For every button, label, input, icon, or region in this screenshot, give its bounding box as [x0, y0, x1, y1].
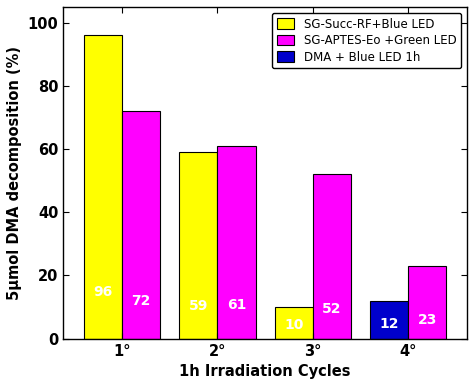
- Text: 96: 96: [93, 285, 113, 299]
- Bar: [313, 174, 351, 339]
- Bar: [218, 146, 255, 339]
- Bar: [274, 307, 313, 339]
- Bar: [84, 36, 122, 339]
- Bar: [408, 266, 446, 339]
- Bar: [122, 111, 160, 339]
- Legend: SG-Succ-RF+Blue LED, SG-APTES-Eo +Green LED, DMA + Blue LED 1h: SG-Succ-RF+Blue LED, SG-APTES-Eo +Green …: [272, 13, 461, 68]
- Y-axis label: 5μmol DMA decomposition (%): 5μmol DMA decomposition (%): [7, 46, 22, 300]
- X-axis label: 1h Irradiation Cycles: 1h Irradiation Cycles: [179, 364, 351, 379]
- Bar: [179, 152, 218, 339]
- Text: 52: 52: [322, 302, 342, 316]
- Text: 59: 59: [189, 299, 208, 313]
- Text: 10: 10: [284, 318, 303, 332]
- Text: 12: 12: [379, 317, 399, 331]
- Text: 61: 61: [227, 298, 246, 312]
- Text: 72: 72: [131, 294, 151, 308]
- Text: 23: 23: [418, 313, 437, 327]
- Bar: [370, 301, 408, 339]
